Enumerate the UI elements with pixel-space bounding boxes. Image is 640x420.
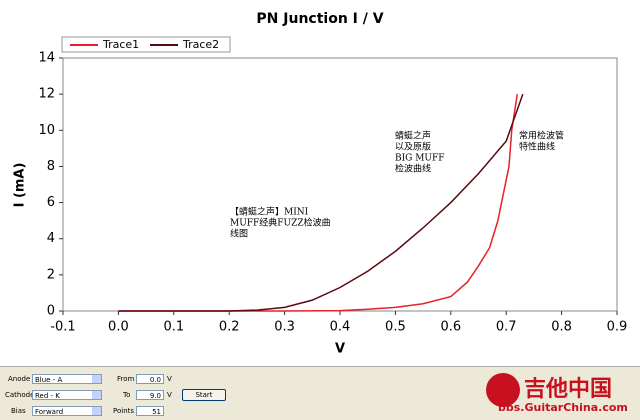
points-label: Points: [113, 407, 135, 415]
logo: 吉他中国 bbs.GuitarChina.com: [486, 371, 636, 417]
annotation: 检波曲线: [395, 163, 431, 175]
trace-line: [118, 94, 519, 312]
y-tick-label: 8: [47, 159, 55, 174]
x-tick-label: 0.2: [219, 320, 240, 335]
x-tick-label: 0.1: [163, 320, 184, 335]
legend: [61, 36, 231, 53]
y-tick-label: 12: [38, 87, 55, 102]
x-tick-label: 0.8: [551, 320, 572, 335]
annotation: 蜻蜓之声: [395, 130, 431, 142]
trace-line: [118, 93, 524, 312]
annotation: 【蜻蜓之声】MINI: [230, 206, 309, 218]
legend-label: Trace1: [102, 38, 139, 51]
anode-select[interactable]: Blue - A: [32, 374, 102, 384]
annotation: 以及原版: [395, 141, 431, 153]
x-tick-label: 0.6: [440, 320, 461, 335]
x-tick-label: 0.4: [330, 320, 351, 335]
x-axis-label: V: [335, 342, 345, 357]
annotation: 特性曲线: [519, 141, 555, 153]
x-tick-label: -0.1: [50, 320, 75, 335]
from-label: From: [117, 375, 135, 383]
annotation: 常用检波管: [519, 130, 564, 142]
y-tick-label: 2: [47, 267, 55, 282]
annotation: MUFF经典FUZZ检波曲: [230, 217, 331, 229]
logo-url: bbs.GuitarChina.com: [498, 401, 628, 414]
y-tick-label: 14: [38, 51, 55, 66]
annotation: BIG MUFF: [395, 154, 445, 164]
start-button[interactable]: Start: [182, 389, 226, 401]
from-unit: V: [167, 375, 172, 383]
bias-select[interactable]: Forward: [32, 406, 102, 416]
y-tick-label: 10: [38, 123, 55, 138]
x-tick-label: 0.0: [108, 320, 129, 335]
chart: PN Junction I / V V I (mA) -0.1 0.0 0.1 0.2…: [0, 0, 640, 366]
y-tick-label: 4: [47, 231, 55, 246]
x-tick-label: 0.9: [607, 320, 628, 335]
annotation: 线图: [230, 228, 248, 240]
to-label: To: [123, 391, 131, 399]
logo-name: 吉他中国: [524, 377, 613, 402]
cathode-label: Cathode: [5, 391, 35, 399]
bias-label: Bias: [11, 407, 26, 415]
anode-label: Anode: [8, 375, 31, 383]
legend-label: Trace2: [182, 38, 219, 51]
control-panel: Anode Blue - A Cathode Red - K Bias Forw…: [0, 366, 640, 420]
cathode-select[interactable]: Red - K: [32, 390, 102, 400]
y-tick-label: 0: [47, 304, 55, 319]
y-tick-label: 6: [47, 195, 55, 210]
x-tick-label: 0.5: [385, 320, 406, 335]
x-tick-label: 0.7: [496, 320, 517, 335]
to-unit: V: [167, 391, 172, 399]
from-input[interactable]: 0.0: [136, 374, 164, 384]
points-input[interactable]: 51: [136, 406, 164, 416]
logo-icon: [486, 373, 520, 407]
to-input[interactable]: 9.0: [136, 390, 164, 400]
chart-title: PN Junction I / V: [256, 11, 383, 27]
x-tick-label: 0.3: [274, 320, 295, 335]
chart-background: [0, 0, 640, 366]
y-axis-label: I (mA): [13, 163, 28, 208]
